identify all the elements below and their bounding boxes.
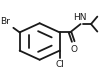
Text: Cl: Cl [55,60,64,69]
Text: HN: HN [73,13,86,22]
Text: O: O [70,45,77,54]
Text: Br: Br [0,17,10,26]
